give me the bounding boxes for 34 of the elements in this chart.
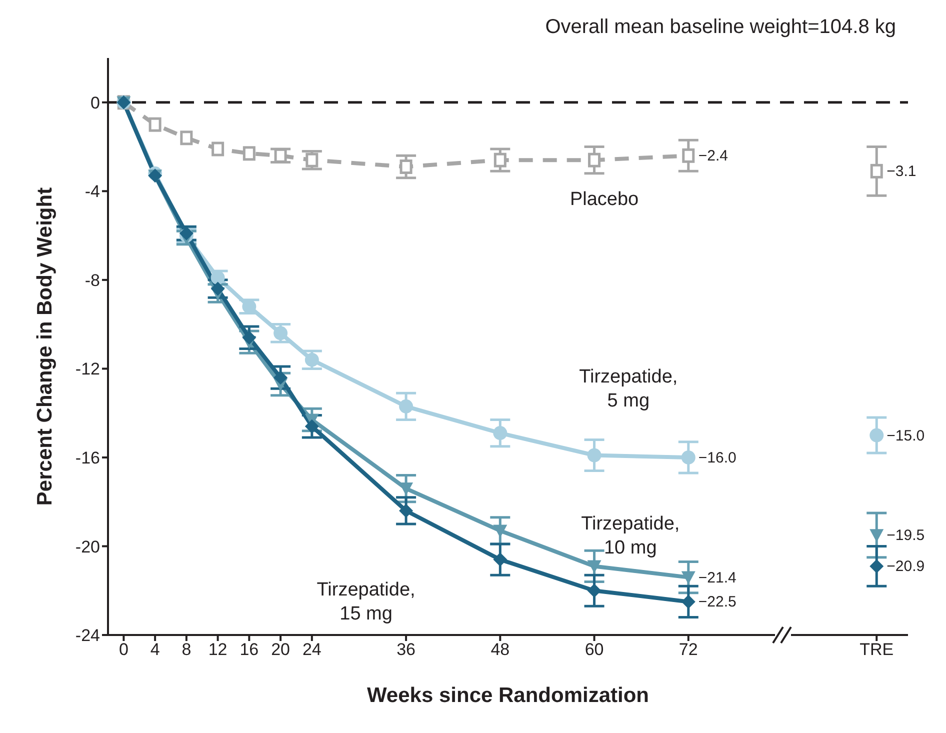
- x-tick-label: 12: [208, 640, 228, 660]
- x-axis-title: Weeks since Randomization: [366, 684, 650, 707]
- data-label: −3.1: [886, 163, 916, 180]
- x-tick-label: 16: [240, 640, 259, 660]
- text: Tirzepatide, 5 mg: [579, 366, 678, 412]
- x-tick-label: 24: [302, 640, 322, 660]
- y-tick-label: -24: [75, 626, 100, 646]
- x-tick-label: 60: [584, 640, 604, 660]
- y-tick-label: -12: [75, 360, 100, 379]
- x-tick-label: 72: [678, 640, 698, 660]
- data-label: −16.0: [698, 449, 736, 466]
- y-tick-label: -16: [75, 448, 100, 468]
- data-label: −20.9: [886, 558, 925, 576]
- data-label: −21.4: [698, 569, 736, 586]
- text: Tirzepatide, 15 mg: [316, 580, 416, 625]
- data-label: −15.0: [886, 427, 925, 444]
- y-tick-label: -20: [75, 537, 100, 556]
- series-label: Placebo: [570, 189, 639, 210]
- x-tick-label: 20: [271, 640, 290, 660]
- x-tick-label: 8: [182, 640, 192, 660]
- x-tick-label: TRE: [860, 640, 894, 660]
- series-label: Tirzepatide, 10 mg: [581, 513, 680, 558]
- y-tick-label: -4: [84, 182, 100, 202]
- y-tick-label: 0: [90, 93, 100, 112]
- x-tick-label: 4: [150, 640, 160, 660]
- text: Overall mean baseline weight=104.8 kg: [545, 16, 896, 39]
- data-label: −2.4: [698, 148, 728, 165]
- data-label: −22.5: [698, 594, 736, 611]
- x-tick-label: 0: [118, 640, 128, 660]
- x-tick-label: 48: [490, 640, 510, 660]
- y-tick-label: -8: [84, 270, 100, 290]
- x-tick-label: 36: [396, 640, 416, 660]
- data-label: −19.5: [886, 527, 925, 544]
- y-axis-title: Percent Change in Body Weight: [33, 187, 56, 506]
